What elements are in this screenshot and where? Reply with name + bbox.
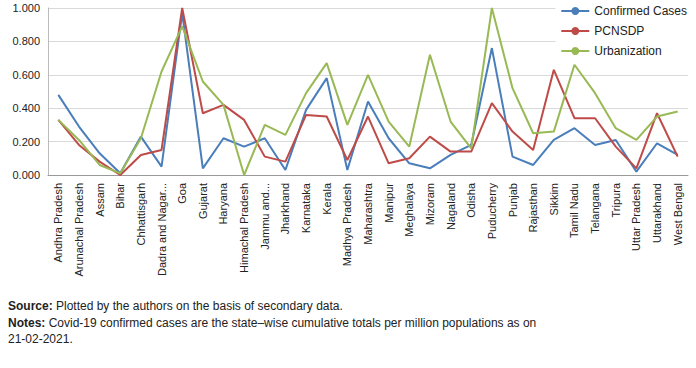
svg-text:Gujarat: Gujarat xyxy=(197,183,209,219)
svg-text:Chhattisgarh: Chhattisgarh xyxy=(135,183,147,245)
svg-text:Andhra Pradesh: Andhra Pradesh xyxy=(52,183,64,263)
svg-text:Nagaland: Nagaland xyxy=(445,183,457,230)
svg-text:West Bengal: West Bengal xyxy=(672,183,684,245)
svg-text:Manipur: Manipur xyxy=(383,183,395,223)
svg-text:Tripura: Tripura xyxy=(610,182,622,217)
svg-text:1.000: 1.000 xyxy=(12,2,40,14)
svg-text:0.000: 0.000 xyxy=(12,169,40,181)
svg-text:Urbanization: Urbanization xyxy=(594,44,661,58)
svg-text:Meghalaya: Meghalaya xyxy=(403,182,415,237)
svg-text:Madhya Pradesh: Madhya Pradesh xyxy=(341,183,353,266)
svg-text:0.600: 0.600 xyxy=(12,69,40,81)
svg-text:Odisha: Odisha xyxy=(465,182,477,218)
svg-text:Karnataka: Karnataka xyxy=(300,182,312,233)
svg-text:Uttar Pradesh: Uttar Pradesh xyxy=(630,183,642,251)
svg-text:Kerala: Kerala xyxy=(321,182,333,215)
svg-text:0.200: 0.200 xyxy=(12,136,40,148)
svg-text:Goa: Goa xyxy=(176,182,188,204)
svg-text:PCNSDP: PCNSDP xyxy=(594,24,644,38)
svg-text:Himachal Pradesh: Himachal Pradesh xyxy=(238,183,250,273)
svg-text:Dadra and Nagar...: Dadra and Nagar... xyxy=(156,183,168,276)
svg-text:Maharashtra: Maharashtra xyxy=(362,182,374,245)
svg-text:Assam: Assam xyxy=(94,183,106,217)
svg-text:0.400: 0.400 xyxy=(12,102,40,114)
svg-text:Arunachal Pradesh: Arunachal Pradesh xyxy=(73,183,85,277)
svg-text:Covid-19 confirmed cases are t: Covid-19 confirmed cases are the state–w… xyxy=(45,316,539,330)
svg-text:Jharkhand: Jharkhand xyxy=(279,183,291,234)
svg-text:0.800: 0.800 xyxy=(12,35,40,47)
svg-text:Jammu and...: Jammu and... xyxy=(259,183,271,250)
svg-text:Sikkim: Sikkim xyxy=(548,183,560,215)
svg-text:Bihar: Bihar xyxy=(114,183,126,209)
svg-text:Plotted by the authors on the: Plotted by the authors on the basis of s… xyxy=(53,299,343,313)
svg-text:Source:: Source: xyxy=(8,299,53,313)
svg-text:Telangana: Telangana xyxy=(589,182,601,234)
svg-text:Puducherry: Puducherry xyxy=(486,183,498,240)
svg-text:Haryana: Haryana xyxy=(217,182,229,224)
svg-text:Rajasthan: Rajasthan xyxy=(527,183,539,233)
svg-text:Tamil Nadu: Tamil Nadu xyxy=(568,183,580,238)
svg-text:21-02-2021.: 21-02-2021. xyxy=(8,332,73,346)
svg-text:Notes:: Notes: xyxy=(8,316,45,330)
svg-text:Punjab: Punjab xyxy=(507,183,519,217)
svg-text:Mizoram: Mizoram xyxy=(424,183,436,225)
svg-text:Confirmed Cases: Confirmed Cases xyxy=(594,4,687,18)
svg-text:Uttarakhand: Uttarakhand xyxy=(651,183,663,243)
